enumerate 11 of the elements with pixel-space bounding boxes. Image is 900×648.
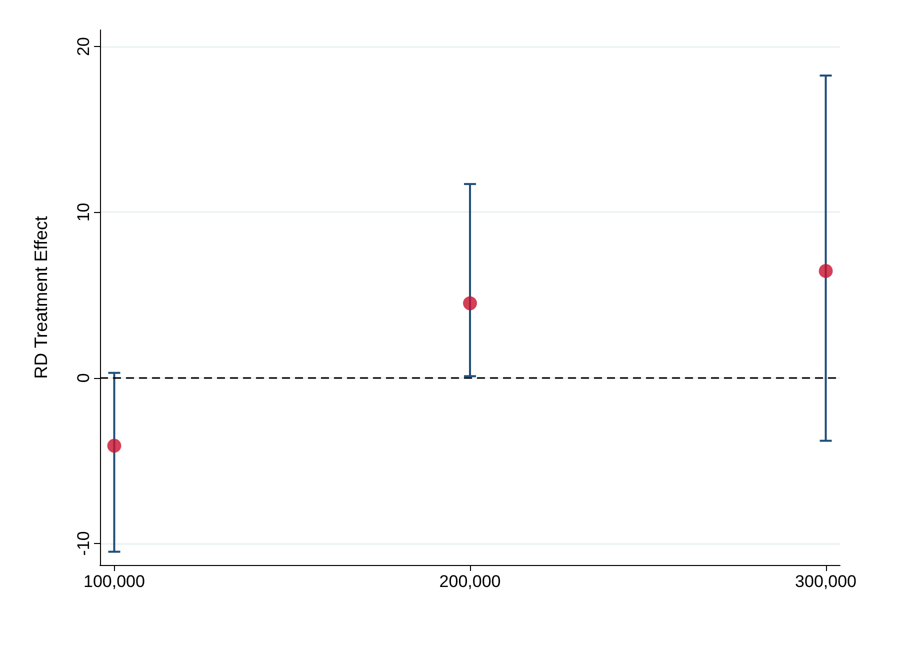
x-tick-label: 100,000 [84,572,145,591]
y-tick-label: -10 [74,531,93,556]
y-tick-label: 20 [74,37,93,56]
y-tick-label: 10 [74,202,93,222]
point [463,296,477,310]
point [818,264,833,278]
y-axis-title: RD Treatment Effect [31,216,51,379]
x-tick-label: 200,000 [439,572,501,591]
x-tick-label: 300,000 [795,572,856,591]
point [107,438,122,453]
y-tick-label: 0 [74,373,93,383]
